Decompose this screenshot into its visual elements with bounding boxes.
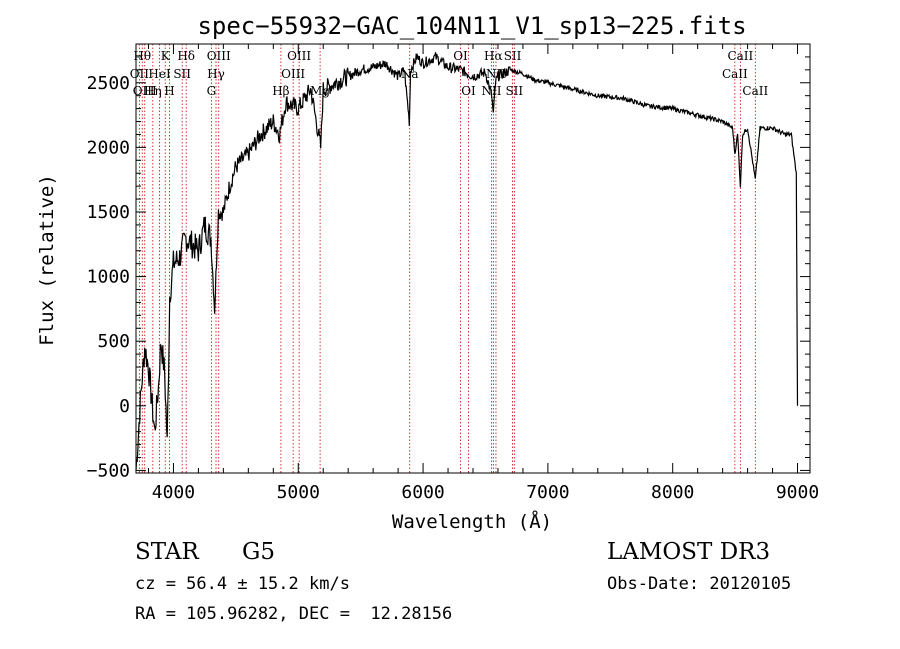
subclass: G5 [242, 539, 276, 565]
x-axis-label: Wavelength (Å) [392, 510, 552, 533]
line-marker-label: Hθ [133, 49, 151, 63]
plot-frame [135, 43, 811, 474]
line-marker-label: SII [173, 67, 191, 81]
obs-date: Obs-Date: 20120105 [607, 574, 792, 594]
x-tick-label: 8000 [651, 482, 694, 503]
line-marker-label: CaII [727, 49, 753, 63]
chart-title: spec−55932−GAC_104N11_V1_sp13−225.fits [197, 12, 746, 40]
line-marker-label: Hβ [272, 84, 289, 98]
line-marker-label: OIII [133, 84, 157, 98]
redshift: cz = 56.4 ± 15.2 km/s [135, 574, 350, 594]
line-marker-label: SII [504, 49, 522, 63]
y-tick-label: −500 [87, 460, 130, 481]
marker-labels: HθOIIOIIIHηHeIKHSIIHδGHγOIIIHβOIIIOIIIMg… [130, 49, 769, 98]
y-axis: −500 0 500 1000 1500 2000 2500 [87, 56, 810, 481]
x-axis: 4000 5000 6000 7000 8000 9000 [147, 44, 819, 503]
y-tick-label: 1500 [87, 202, 130, 223]
line-marker-label: Hη [144, 84, 162, 98]
x-tick-label: 7000 [526, 482, 569, 503]
spectrum-line [135, 52, 799, 471]
y-tick-label: 0 [119, 396, 130, 417]
line-marker-label: CaII [742, 84, 768, 98]
survey-name: LAMOST DR3 [607, 539, 771, 565]
y-axis-label: Flux (relative) [36, 174, 58, 346]
line-marker-label: H [164, 84, 174, 98]
line-marker-label: CaII [722, 67, 748, 81]
y-tick-label: 500 [97, 331, 130, 352]
line-marker-label: K [161, 49, 171, 63]
line-marker-label: OI [453, 49, 468, 63]
line-marker-label: OIII [287, 49, 311, 63]
x-tick-label: 6000 [401, 482, 444, 503]
coordinates: RA = 105.96282, DEC = 12.28156 [135, 604, 453, 624]
line-marker-label: HeI [148, 67, 171, 81]
y-tick-label: 1000 [87, 267, 130, 288]
line-marker-label: Hα [484, 49, 503, 63]
x-tick-label: 9000 [776, 482, 819, 503]
object-class: STAR [135, 539, 199, 565]
line-marker-label: OIII [281, 67, 305, 81]
x-tick-label: 5000 [277, 482, 320, 503]
line-marker-label: OIII [207, 49, 231, 63]
line-marker-label: Hδ [177, 49, 195, 63]
line-marker-label: OI [461, 84, 476, 98]
y-tick-label: 2000 [87, 137, 130, 158]
line-marker-label: SII [505, 84, 523, 98]
line-marker-label: G [207, 84, 217, 98]
x-tick-label: 4000 [152, 482, 195, 503]
line-marker-label: Hγ [207, 67, 225, 81]
line-marker-label: OII [130, 67, 150, 81]
y-tick-label: 2500 [87, 73, 130, 94]
